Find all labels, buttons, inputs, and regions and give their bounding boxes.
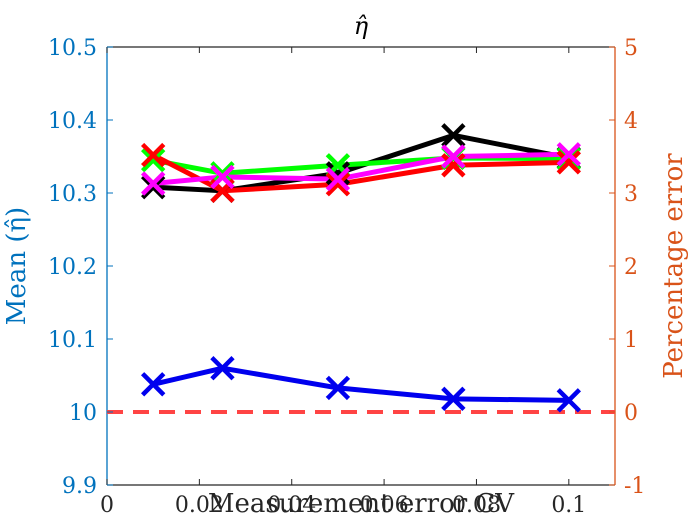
marker-magenta-3 [441,144,466,169]
left-y-axis-label: Mean (η̂) [2,207,32,325]
marker-green-0 [141,147,166,173]
right-y-tick-label: 0 [624,401,638,426]
left-y-tick-label: 10.4 [48,109,97,134]
left-y-tick-label: 10 [69,401,97,426]
right-y-tick-label: 2 [624,255,638,280]
marker-blue-4 [556,388,581,413]
marker-black-0 [141,174,166,200]
marker-magenta-0 [141,171,166,196]
chart-title: η̂ [354,12,369,40]
marker-blue-1 [210,356,235,381]
marker-magenta-2 [325,166,351,192]
right-y-tick-label: 1 [624,328,638,353]
x-tick-label: 0.02 [175,493,224,518]
left-y-tick-label: 10.5 [48,36,97,61]
right-y-tick-label: -1 [624,474,645,499]
marker-green-4 [556,146,581,171]
marker-red-3 [441,153,466,178]
left-y-tick-label: 10.1 [48,328,97,353]
marker-blue-0 [141,372,166,397]
marker-magenta-1 [210,164,235,190]
marker-red-4 [556,150,581,175]
x-tick-label: 0 [100,493,114,518]
x-tick-label: 0.08 [452,493,501,518]
right-y-tick-label: 3 [624,182,638,207]
left-y-tick-label: 9.9 [62,474,97,499]
marker-red-2 [325,172,351,197]
marker-magenta-4 [556,142,581,167]
marker-red-0 [141,142,166,168]
marker-black-3 [441,123,466,148]
marker-blue-3 [441,386,466,412]
right-y-axis-label: Percentage error [659,153,689,379]
left-y-tick-label: 10.3 [48,182,97,207]
x-tick-label: 0.04 [267,493,316,518]
marker-green-1 [210,161,235,186]
x-tick-label: 0.1 [551,493,586,518]
left-y-tick-label: 10.2 [48,255,97,280]
right-y-tick-label: 4 [624,109,638,134]
plot-area [106,46,616,486]
x-axis-label: Measurement error CV [208,489,515,519]
right-y-tick-label: 5 [624,36,638,61]
x-tick-label: 0.06 [360,493,409,518]
marker-blue-2 [325,375,351,401]
